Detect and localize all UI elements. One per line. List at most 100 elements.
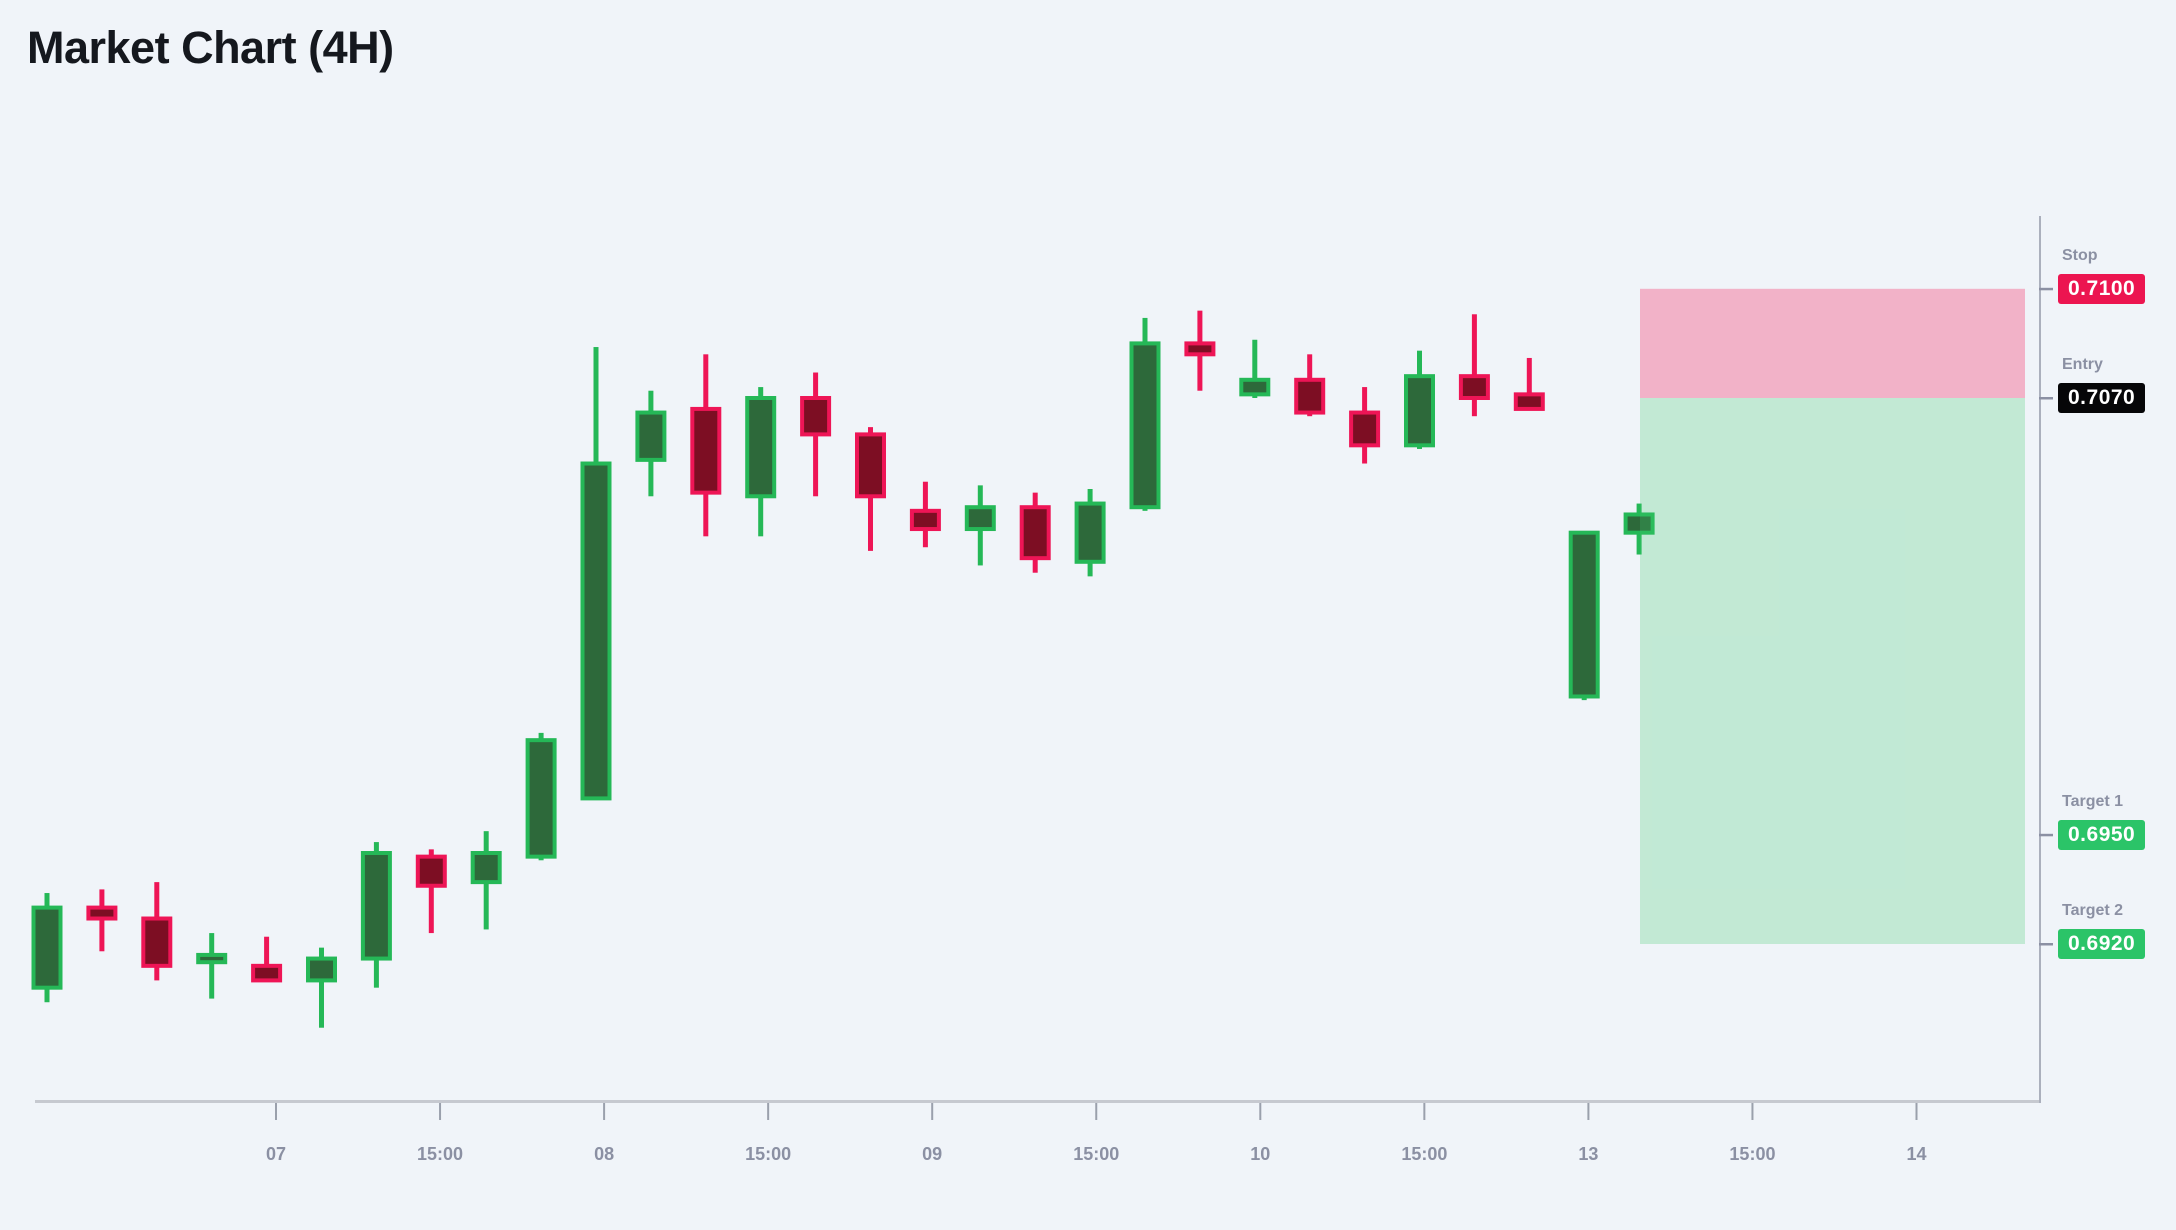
candle (31, 893, 63, 1003)
candle (470, 831, 502, 930)
candle (855, 427, 886, 551)
page-title: Market Chart (4H) (27, 22, 394, 73)
bull-candle-body (525, 738, 557, 859)
candle (580, 347, 612, 801)
bear-candle-body (1184, 341, 1216, 357)
y-axis-tick (2039, 943, 2053, 946)
x-axis-tick (1915, 1103, 1918, 1120)
x-axis-tick (1259, 1103, 1262, 1120)
x-axis-tick (603, 1103, 606, 1120)
bull-candle-body (1623, 512, 1655, 535)
stop-price-badge[interactable]: 0.7100 (2058, 273, 2146, 304)
entry-price-badge[interactable]: 0.7070 (2058, 383, 2146, 413)
x-axis-label: 15:00 (1073, 1144, 1119, 1164)
candle (745, 387, 777, 537)
bull-candle-body (31, 905, 63, 990)
x-axis-label: 15:00 (745, 1144, 791, 1164)
candle (251, 936, 283, 983)
bear-candle-body (141, 916, 173, 968)
y-axis-tick (2039, 287, 2053, 291)
candle-wick (1526, 357, 1532, 409)
x-axis-label: 15:00 (1401, 1144, 1447, 1164)
stop-loss-zone (1640, 288, 2025, 398)
bear-candle-body (909, 508, 941, 532)
x-axis-label: 14 (1906, 1144, 1926, 1164)
candle (1074, 489, 1106, 577)
target2-price-badge[interactable]: 0.6920 (2058, 929, 2146, 959)
bull-candle-body (745, 396, 777, 499)
bull-candle-body (470, 851, 502, 885)
target1-level-label: Target 1 (2062, 792, 2124, 810)
target2-level-label: Target 2 (2062, 902, 2124, 919)
bear-candle-body (1019, 505, 1051, 561)
target2-level: Target 2 0.6920 (2058, 902, 2146, 959)
x-axis-label: 13 (1578, 1144, 1598, 1164)
bull-candle-body (306, 956, 337, 983)
x-axis-tick (931, 1103, 934, 1120)
candle (1568, 530, 1600, 701)
entry-level-label: Entry (2062, 356, 2103, 373)
candle (1623, 503, 1655, 555)
x-axis-tick (1095, 1103, 1098, 1120)
candle (525, 732, 557, 861)
bear-candle-body (855, 432, 886, 499)
candle (1129, 317, 1161, 511)
y-axis-tick (2039, 397, 2053, 400)
x-axis-tick (439, 1103, 442, 1120)
x-axis-label: 07 (266, 1144, 286, 1164)
candle (800, 372, 832, 497)
bear-candle-body (1349, 410, 1381, 448)
stop-level: Stop 0.7100 (2058, 246, 2146, 304)
bull-candle-body (1568, 530, 1600, 699)
bear-candle-body (1458, 374, 1490, 401)
candle (1458, 314, 1490, 417)
x-axis-tick (767, 1103, 770, 1120)
target1-price-badge[interactable]: 0.6950 (2058, 819, 2146, 850)
bear-candle-body (415, 854, 447, 888)
x-axis-tick (275, 1103, 277, 1120)
y-axis-tick (2039, 833, 2053, 837)
stop-level-label: Stop (2062, 246, 2098, 264)
candle (1019, 492, 1051, 573)
target1-level: Target 1 0.6950 (2058, 792, 2146, 850)
x-axis-label: 15:00 (417, 1144, 463, 1164)
candle-wick (264, 936, 270, 981)
candle (690, 354, 722, 537)
bull-candle-body (1074, 501, 1106, 564)
candle (964, 485, 996, 566)
candle (1239, 339, 1271, 398)
bear-candle-body (86, 905, 118, 921)
bull-candle-body (964, 505, 996, 532)
candle-wick (209, 933, 215, 999)
candle (1404, 350, 1435, 449)
x-axis-label: 10 (1250, 1144, 1270, 1164)
candle (909, 481, 941, 548)
candle (415, 849, 447, 934)
candle (1513, 357, 1545, 411)
bear-candle-body (1513, 392, 1545, 411)
candle (1184, 310, 1216, 391)
x-axis-tick (1751, 1103, 1754, 1120)
bull-candle-body (1129, 341, 1161, 510)
x-axis-tick (1587, 1103, 1590, 1120)
candle-wick (428, 849, 434, 934)
x-axis-tick (1423, 1103, 1426, 1120)
candle-wick (319, 947, 324, 1028)
bear-candle-body (1294, 377, 1326, 415)
x-axis-label: 15:00 (1729, 1144, 1775, 1164)
candle-wick (1471, 314, 1477, 417)
bull-candle-body (635, 410, 667, 462)
x-axis-line (35, 1100, 2039, 1103)
bull-candle-body (580, 461, 612, 801)
candle (635, 390, 667, 497)
bear-candle-body (690, 406, 722, 495)
candle (141, 882, 173, 981)
bull-candle-body (1239, 377, 1271, 397)
candle (1294, 354, 1326, 417)
bull-candle-body (196, 952, 228, 965)
candle (1349, 387, 1381, 464)
